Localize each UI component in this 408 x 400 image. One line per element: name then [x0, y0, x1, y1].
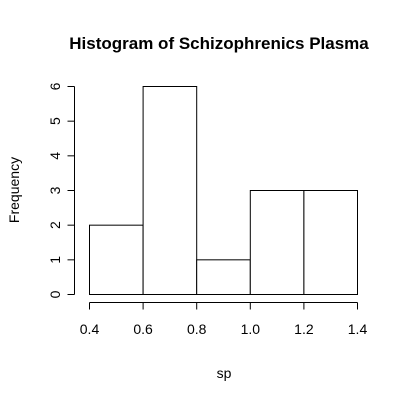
y-tick-label: 6	[47, 82, 63, 90]
y-tick-label: 5	[47, 117, 63, 125]
x-axis-label: sp	[217, 365, 232, 381]
histogram-bar-4	[250, 191, 304, 295]
y-axis: 0 1 2 3 4 5 6	[47, 82, 75, 298]
chart-title: Histogram of Schizophrenics Plasma	[69, 34, 369, 53]
y-tick-label: 4	[47, 152, 63, 160]
x-tick-label: 0.6	[133, 321, 153, 337]
histogram-bar-5	[304, 191, 358, 295]
x-tick-label: 1.0	[241, 321, 261, 337]
y-tick-label: 2	[47, 221, 63, 229]
bars-group	[90, 87, 358, 295]
histogram-bar-1	[90, 225, 144, 294]
histogram-bar-2	[143, 87, 197, 295]
x-tick-label: 1.2	[294, 321, 314, 337]
x-tick-label: 0.4	[80, 321, 100, 337]
y-tick-label: 1	[47, 256, 63, 264]
y-tick-label: 0	[47, 290, 63, 298]
y-axis-label: Frequency	[6, 157, 22, 223]
y-tick-label: 3	[47, 186, 63, 194]
x-tick-label: 0.8	[187, 321, 207, 337]
x-tick-label: 1.4	[348, 321, 368, 337]
x-axis: 0.4 0.6 0.8 1.0 1.2 1.4	[80, 303, 368, 338]
histogram-bar-3	[197, 260, 251, 295]
